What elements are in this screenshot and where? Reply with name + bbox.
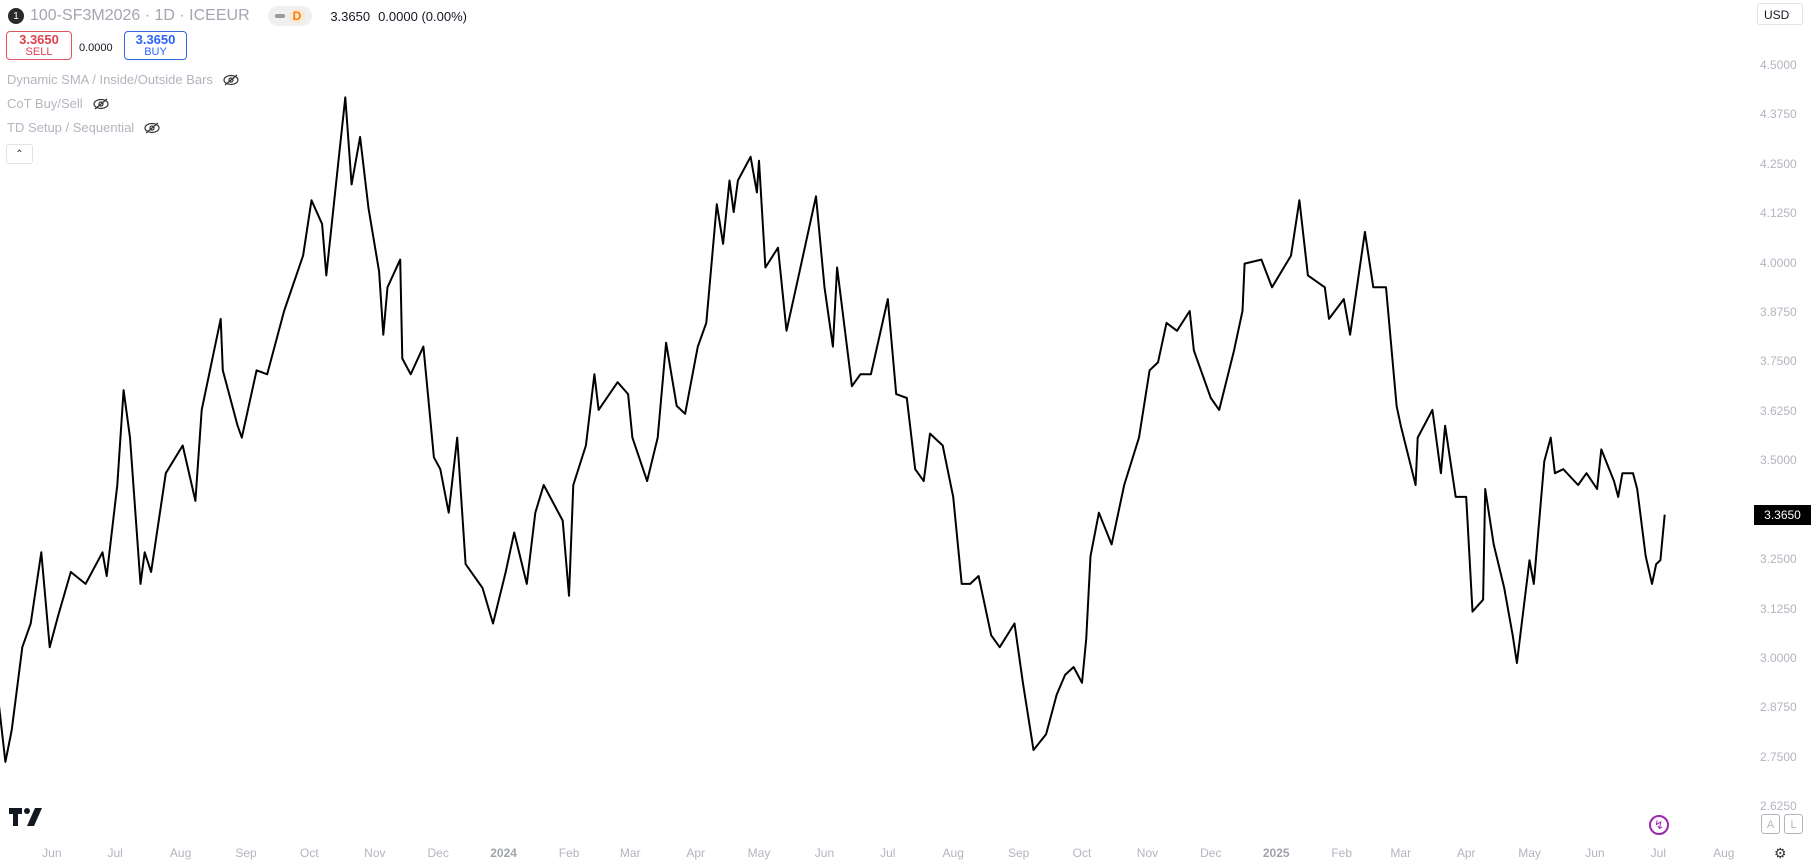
time-tick-label: 2024 [490,846,517,860]
lightning-icon[interactable]: ↯ [1649,815,1669,835]
time-tick-label: Feb [558,846,580,860]
price-tick-label: 2.8750 [1760,700,1797,715]
time-tick-label: Jul [107,846,123,860]
auto-scale-button[interactable]: A [1761,814,1780,834]
price-tick-label: 4.3750 [1760,107,1797,122]
eye-off-icon[interactable] [93,98,109,110]
price-chart[interactable] [0,0,1740,840]
time-tick-label: May [747,846,771,860]
time-tick-label: Dec [427,846,449,860]
indicator-td-setup[interactable]: TD Setup / Sequential [7,120,160,135]
time-tick-label: Mar [1390,846,1412,860]
time-tick-label: Aug [169,846,192,860]
log-scale-button[interactable]: L [1784,814,1803,834]
time-tick-label: Jul [1650,846,1666,860]
symbol-title[interactable]: 100-SF3M2026 · 1D · ICEEUR [30,7,250,24]
time-tick-label: Nov [1136,846,1159,860]
collapse-indicators-button[interactable]: ⌃ [6,144,33,164]
price-line-group [0,96,1666,763]
time-tick-label: May [1518,846,1541,860]
pane-number-badge: 1 [8,8,24,24]
time-tick-label: Aug [942,846,964,860]
settings-gear-icon[interactable]: ⚙ [1774,845,1787,861]
last-price: 3.3650 [330,8,371,24]
time-tick-label: Jun [814,846,835,860]
price-tick-label: 4.2500 [1760,156,1797,171]
sell-button[interactable]: 3.3650 SELL [6,31,72,60]
indicator-label: Dynamic SMA / Inside/Outside Bars [7,72,213,87]
price-tick-label: 3.8750 [1760,304,1797,319]
time-tick-label: Dec [1200,846,1222,860]
spread-value: 0.0000 [79,42,113,54]
buy-button[interactable]: 3.3650 BUY [124,31,187,60]
time-tick-label: Jun [1585,846,1605,860]
indicator-label: TD Setup / Sequential [7,120,135,135]
price-tick-label: 3.5000 [1760,453,1797,468]
price-change: 0.0000 (0.00%) [378,8,467,24]
time-tick-label: Sep [1007,846,1030,860]
interval-badge: D [288,9,306,23]
sell-label: SELL [25,46,53,58]
price-tick-label: 3.1250 [1760,601,1797,616]
price-tick-label: 4.5000 [1760,57,1797,72]
time-tick-label: Oct [300,846,319,860]
price-tick-label: 4.1250 [1760,206,1797,221]
price-tick-label: 2.7500 [1760,749,1797,764]
time-tick-label: Sep [235,846,257,860]
time-tick-label: Oct [1072,846,1092,860]
market-status-pill[interactable]: D [267,6,313,26]
time-tick-label: Mar [619,846,641,860]
time-tick-label: Aug [1713,846,1735,860]
time-tick-label: Feb [1331,846,1352,860]
symbol-header: 1 100-SF3M2026 · 1D · ICEEUR D 3.3650 0.… [8,5,467,27]
price-tick-label: 2.6250 [1760,799,1797,814]
chevron-up-icon: ⌃ [15,148,24,160]
buy-price: 3.3650 [135,32,176,47]
eye-off-icon[interactable] [223,74,239,86]
market-closed-icon [274,14,285,18]
price-tick-label: 4.0000 [1760,255,1797,270]
last-price-label: 3.3650 [1754,505,1811,525]
time-tick-label: 2025 [1262,846,1290,860]
buy-label: BUY [144,46,167,58]
time-tick-label: Nov [364,846,386,860]
price-tick-label: 3.0000 [1760,651,1797,666]
sell-price: 3.3650 [19,32,59,47]
price-tick-label: 3.7500 [1760,354,1797,369]
indicator-cot[interactable]: CoT Buy/Sell [7,96,109,111]
currency-button[interactable]: USD [1757,3,1803,25]
price-line [0,96,1666,763]
price-tick-label: 3.2500 [1760,552,1797,567]
eye-off-icon[interactable] [144,122,160,134]
indicator-dynamic-sma[interactable]: Dynamic SMA / Inside/Outside Bars [7,72,239,87]
tradingview-logo-icon[interactable] [9,808,43,826]
indicator-label: CoT Buy/Sell [7,96,83,111]
price-tick-label: 3.6250 [1760,403,1797,418]
time-tick-label: Jun [42,846,62,860]
time-tick-label: Apr [686,846,706,860]
time-tick-label: Jul [880,846,896,860]
time-tick-label: Apr [1456,846,1476,860]
